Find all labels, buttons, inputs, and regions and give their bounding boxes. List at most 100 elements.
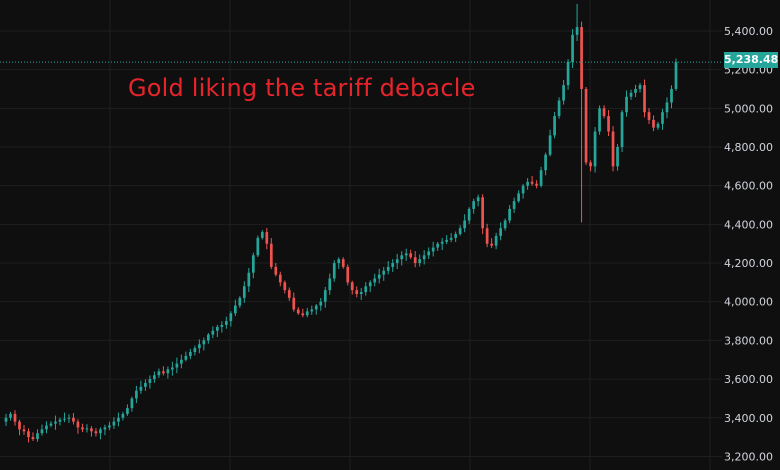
candle-down xyxy=(296,309,300,314)
candle-up xyxy=(400,255,404,260)
candle-down xyxy=(490,243,493,246)
candle-up xyxy=(130,398,134,409)
candle-up xyxy=(575,27,579,35)
candle-down xyxy=(76,421,80,428)
candle-up xyxy=(198,344,201,349)
candle-up xyxy=(395,259,399,264)
candle-down xyxy=(535,183,538,186)
candle-up xyxy=(332,263,336,279)
candle-down xyxy=(413,257,417,264)
candle-up xyxy=(548,135,552,155)
candle-up xyxy=(233,305,237,314)
candle-up xyxy=(386,266,390,271)
candle-up xyxy=(171,367,174,370)
candle-down xyxy=(72,417,75,422)
candle-down xyxy=(287,290,291,298)
candle-up xyxy=(323,290,327,302)
candle-up xyxy=(207,334,210,341)
candle-up xyxy=(404,253,408,256)
candle-up xyxy=(157,371,161,376)
candle-up xyxy=(566,61,570,86)
candle-up xyxy=(418,259,422,264)
candle-up xyxy=(377,274,381,279)
candle-down xyxy=(13,413,17,422)
last-price-badge: 5,238.48 xyxy=(724,52,779,68)
candle-up xyxy=(220,324,224,327)
candle-up xyxy=(85,428,89,430)
candle-up xyxy=(512,201,516,209)
candle-up xyxy=(135,390,138,399)
candle-up xyxy=(665,102,669,113)
candle-up xyxy=(180,359,183,364)
candle-down xyxy=(22,429,26,432)
candle-up xyxy=(175,363,179,368)
candle-down xyxy=(90,428,93,432)
candle-up xyxy=(638,85,642,89)
y-tick-label: 5,000.00 xyxy=(724,102,773,115)
candle-up xyxy=(517,193,520,202)
y-tick-label: 4,000.00 xyxy=(724,296,773,309)
candle-up xyxy=(359,292,363,294)
candle-up xyxy=(256,237,260,256)
y-tick-label: 3,800.00 xyxy=(724,334,773,347)
candle-down xyxy=(481,197,484,229)
candle-up xyxy=(629,92,633,97)
candle-up xyxy=(238,297,242,306)
candle-up xyxy=(144,382,147,387)
candle-down xyxy=(643,85,646,113)
y-axis: 3,200.00 3,400.00 3,600.00 3,800.00 4,000.00… xyxy=(724,25,773,464)
candle-up xyxy=(215,326,219,331)
y-tick-label: 4,200.00 xyxy=(724,257,773,270)
candle-up xyxy=(251,255,255,273)
y-tick-label: 3,200.00 xyxy=(724,450,773,463)
candle-up xyxy=(99,429,102,434)
candle-down xyxy=(350,282,354,291)
candle-up xyxy=(661,112,664,124)
y-tick-label: 4,600.00 xyxy=(724,180,773,193)
candle-up xyxy=(445,239,449,242)
candle-up xyxy=(4,417,8,422)
candle-up xyxy=(224,321,228,325)
candle-up xyxy=(63,418,66,420)
candle-down xyxy=(530,181,534,184)
candle-up xyxy=(58,419,62,422)
candle-up xyxy=(472,201,475,209)
candle-up xyxy=(117,417,120,422)
candle-down xyxy=(274,266,278,275)
candle-up xyxy=(148,379,152,383)
candle-up xyxy=(503,220,507,229)
candle-up xyxy=(305,311,309,316)
candle-up xyxy=(242,286,246,298)
candle-up xyxy=(521,185,525,194)
candle-down xyxy=(31,437,35,440)
candle-up xyxy=(189,352,192,356)
chart-annotation: Gold liking the tariff debacle xyxy=(128,74,476,102)
candle-down xyxy=(278,274,282,283)
candle-up xyxy=(67,417,71,419)
candle-up xyxy=(449,237,453,240)
candle-up xyxy=(310,309,314,312)
candle-up xyxy=(337,259,341,264)
candle-up xyxy=(616,146,619,167)
candle-down xyxy=(301,313,305,316)
candle-up xyxy=(319,301,323,306)
candle-down xyxy=(341,259,345,267)
candle-up xyxy=(328,278,332,291)
candle-up xyxy=(108,425,111,428)
candle-up xyxy=(184,355,188,360)
y-tick-label: 3,600.00 xyxy=(724,373,773,386)
candle-down xyxy=(162,371,165,374)
candle-up xyxy=(103,427,107,430)
candle-up xyxy=(508,208,511,221)
grid-lines xyxy=(0,0,722,470)
candle-up xyxy=(314,305,318,310)
candle-down xyxy=(355,290,359,294)
candle-up xyxy=(494,235,498,246)
candle-down xyxy=(292,297,296,310)
candle-up xyxy=(260,232,264,238)
candle-up xyxy=(440,241,444,244)
candle-up xyxy=(36,433,39,440)
candle-up xyxy=(557,100,561,117)
